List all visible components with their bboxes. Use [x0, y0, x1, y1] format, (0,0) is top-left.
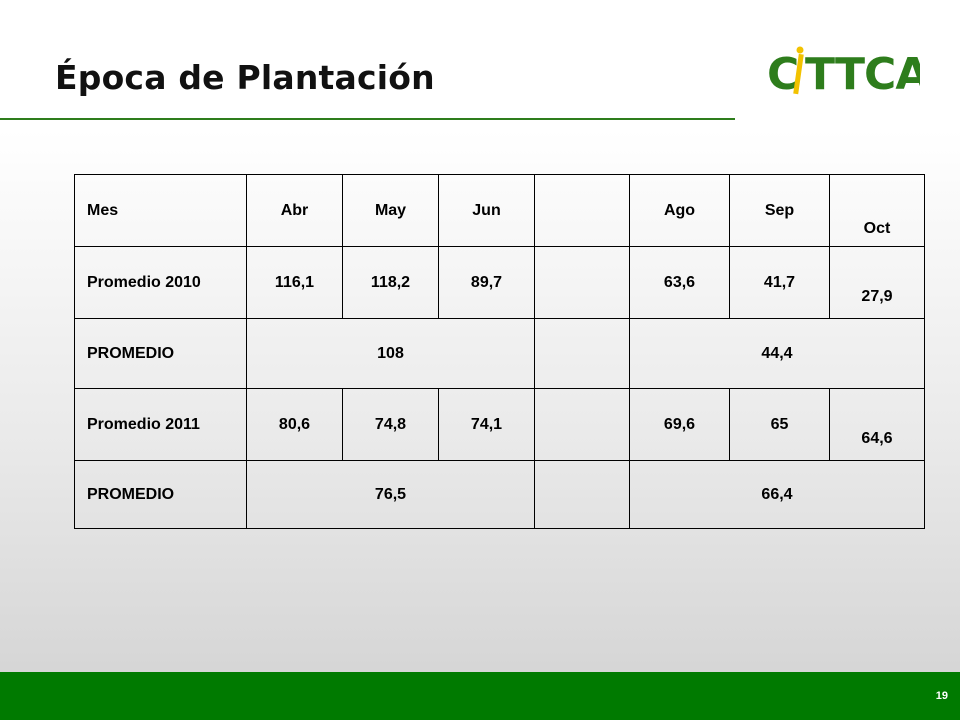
- cittca-logo: C TTCA: [767, 46, 920, 100]
- cell-jun: 89,7: [438, 246, 535, 319]
- cell-ago: 69,6: [629, 388, 730, 461]
- title-divider: [0, 118, 735, 120]
- row-label: PROMEDIO: [74, 460, 247, 529]
- header-cell-jun: Jun: [438, 174, 535, 247]
- planting-season-table: Mes Abr May Jun Ago Sep Oct Promedio 201…: [74, 174, 925, 529]
- cell-ago: 63,6: [629, 246, 730, 319]
- cell-sep: 41,7: [729, 246, 830, 319]
- row-label: Promedio 2010: [74, 246, 247, 319]
- table-row-promedio-summary-2010: PROMEDIO 108 44,4: [74, 318, 925, 389]
- cell-blank: [534, 318, 630, 389]
- cell-may: 118,2: [342, 246, 439, 319]
- header-cell-blank: [534, 174, 630, 247]
- row-label: Promedio 2011: [74, 388, 247, 461]
- header-cell-oct: Oct: [829, 174, 925, 247]
- cell-abr: 80,6: [246, 388, 343, 461]
- cell-jun: 74,1: [438, 388, 535, 461]
- table-header-row: Mes Abr May Jun Ago Sep Oct: [74, 174, 925, 247]
- cell-oct: 64,6: [829, 388, 925, 461]
- header-cell-may: May: [342, 174, 439, 247]
- cell-abr: 116,1: [246, 246, 343, 319]
- cell-average-ago-oct: 66,4: [629, 460, 925, 529]
- row-label: PROMEDIO: [74, 318, 247, 389]
- cell-average-abr-jun: 108: [246, 318, 535, 389]
- table-row-promedio-2011: Promedio 2011 80,6 74,8 74,1 69,6 65 64,…: [74, 388, 925, 461]
- cell-blank: [534, 388, 630, 461]
- table-row-promedio-2010: Promedio 2010 116,1 118,2 89,7 63,6 41,7…: [74, 246, 925, 319]
- header-cell-abr: Abr: [246, 174, 343, 247]
- slide-title: Época de Plantación: [55, 58, 435, 97]
- footer-bar: 19: [0, 672, 960, 720]
- cell-may: 74,8: [342, 388, 439, 461]
- cell-oct: 27,9: [829, 246, 925, 319]
- header-cell-sep: Sep: [729, 174, 830, 247]
- header-cell-mes: Mes: [74, 174, 247, 247]
- page-number: 19: [935, 690, 948, 702]
- table-row-promedio-summary-2011: PROMEDIO 76,5 66,4: [74, 460, 925, 529]
- svg-text:TTCA: TTCA: [805, 49, 920, 100]
- cell-blank: [534, 246, 630, 319]
- cell-blank: [534, 460, 630, 529]
- cell-average-ago-oct: 44,4: [629, 318, 925, 389]
- cell-average-abr-jun: 76,5: [246, 460, 535, 529]
- header-cell-ago: Ago: [629, 174, 730, 247]
- cell-sep: 65: [729, 388, 830, 461]
